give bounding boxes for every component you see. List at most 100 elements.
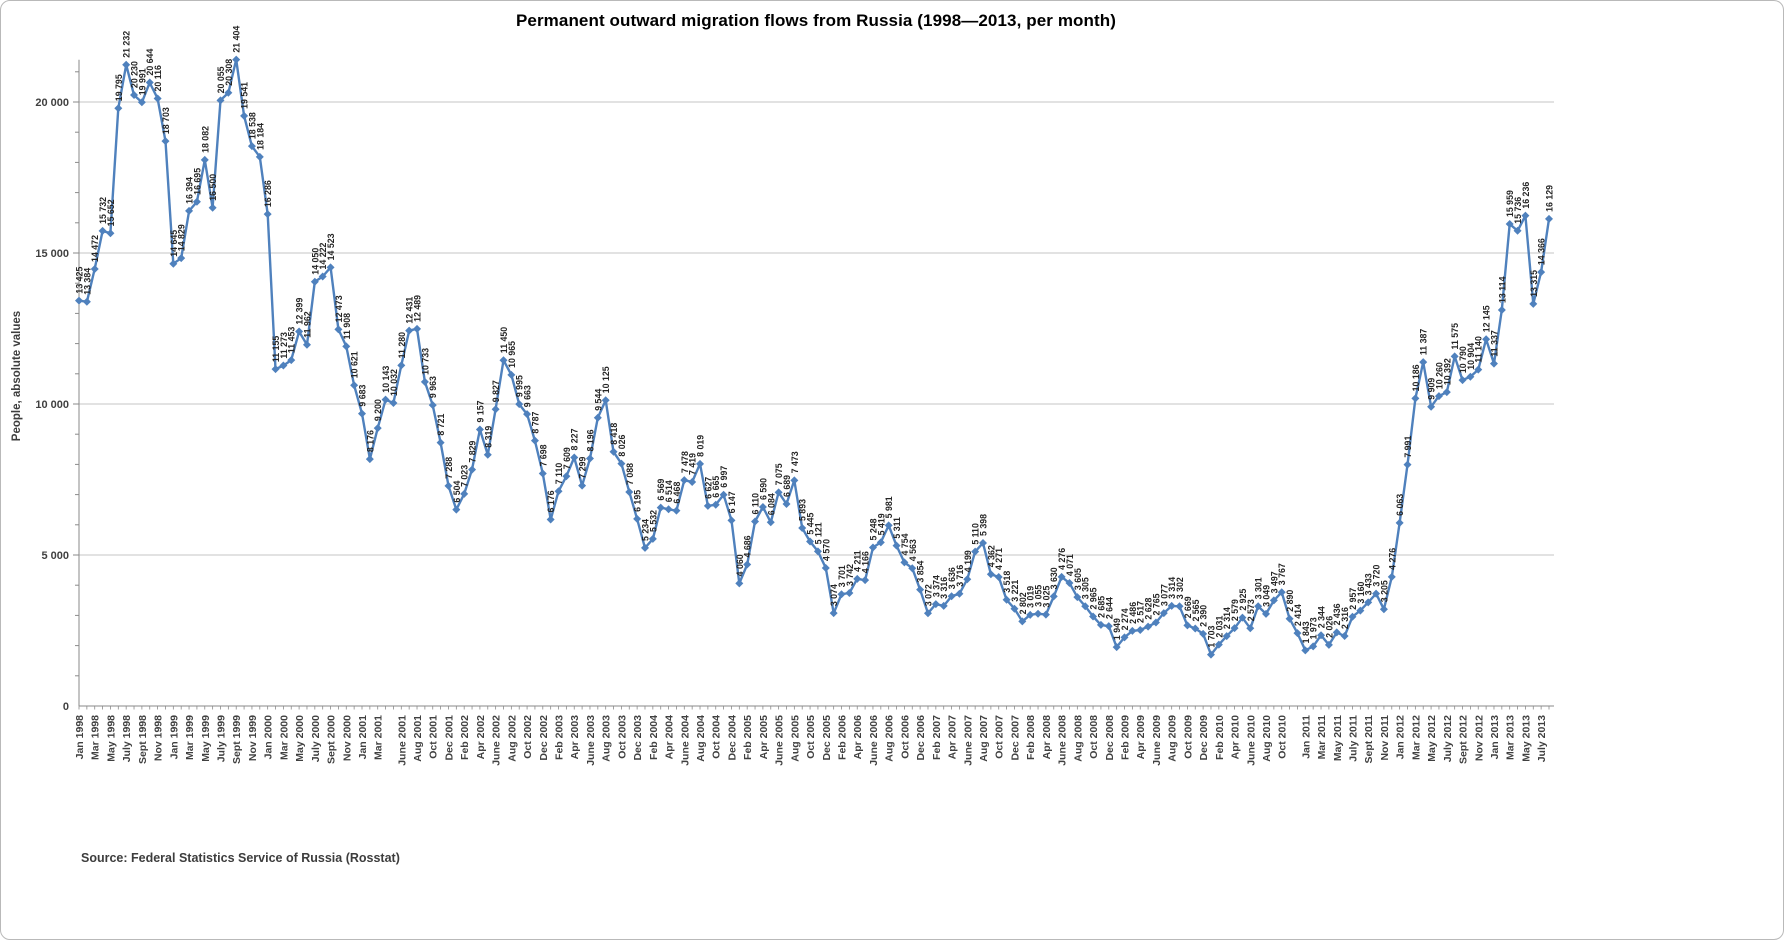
svg-text:15 732: 15 732 [98,197,108,224]
svg-text:2 644: 2 644 [1104,597,1114,619]
svg-text:Dec 2008: Dec 2008 [1104,715,1116,761]
svg-text:Aug 2006: Aug 2006 [884,715,896,762]
svg-text:Aug 2008: Aug 2008 [1072,715,1084,762]
svg-text:6 468: 6 468 [672,482,682,504]
svg-text:3 630: 3 630 [1049,567,1059,589]
svg-text:4 166: 4 166 [861,551,871,573]
svg-text:5 110: 5 110 [971,523,981,545]
svg-text:9 995: 9 995 [515,375,525,397]
svg-text:June 2003: June 2003 [585,715,597,766]
svg-text:Feb 2010: Feb 2010 [1214,715,1226,760]
svg-text:11 337: 11 337 [1489,330,1499,357]
svg-text:2 026: 2 026 [1324,616,1334,638]
svg-text:16 500: 16 500 [208,174,218,201]
svg-text:June 2009: June 2009 [1151,715,1163,766]
svg-text:May 2000: May 2000 [294,715,306,762]
svg-text:Oct 2005: Oct 2005 [805,715,817,759]
svg-text:2 925: 2 925 [1238,589,1248,611]
svg-text:Dec 2005: Dec 2005 [821,715,833,761]
svg-text:Dec 2002: Dec 2002 [538,715,550,761]
svg-text:Feb 2004: Feb 2004 [648,715,660,760]
svg-text:2 628: 2 628 [1144,598,1154,620]
svg-text:8 418: 8 418 [609,423,619,445]
svg-text:6 569: 6 569 [656,478,666,500]
svg-text:2 274: 2 274 [1120,608,1130,630]
svg-text:June 2005: June 2005 [774,715,786,766]
svg-text:2 579: 2 579 [1230,599,1240,621]
svg-text:Dec 2001: Dec 2001 [443,715,455,761]
svg-text:7 991: 7 991 [1403,436,1413,458]
svg-text:Oct 2010: Oct 2010 [1277,715,1289,759]
svg-text:18 703: 18 703 [161,107,171,134]
chart-title: Permanent outward migration flows from R… [515,11,1117,30]
svg-text:June 2008: June 2008 [1057,715,1069,766]
svg-text:2 344: 2 344 [1317,606,1327,628]
svg-text:2 669: 2 669 [1183,596,1193,618]
svg-text:10 260: 10 260 [1434,362,1444,389]
svg-text:Oct 2006: Oct 2006 [899,715,911,759]
svg-text:15 000: 15 000 [35,248,69,260]
svg-text:12 473: 12 473 [334,295,344,322]
svg-text:Apr 2010: Apr 2010 [1230,715,1242,760]
svg-text:4 276: 4 276 [1387,548,1397,570]
svg-text:7 299: 7 299 [578,456,588,478]
svg-text:2 965: 2 965 [1089,587,1099,609]
svg-text:Aug 2009: Aug 2009 [1167,715,1179,762]
svg-text:7 473: 7 473 [790,451,800,473]
svg-text:14 472: 14 472 [90,235,100,262]
svg-text:10 965: 10 965 [507,341,517,368]
svg-text:Dec 2009: Dec 2009 [1198,715,1210,761]
svg-text:2 890: 2 890 [1285,590,1295,612]
svg-text:4 199: 4 199 [963,550,973,572]
svg-text:3 049: 3 049 [1262,585,1272,607]
svg-text:12 399: 12 399 [295,298,305,325]
svg-text:9 683: 9 683 [357,384,367,406]
svg-text:Aug 2004: Aug 2004 [695,715,707,762]
gridlines [79,101,1554,556]
svg-text:10 790: 10 790 [1458,346,1468,373]
svg-text:2 957: 2 957 [1348,588,1358,610]
svg-text:Mar 1999: Mar 1999 [184,715,196,760]
svg-text:May 2013: May 2013 [1520,715,1532,762]
svg-text:10 000: 10 000 [35,399,69,411]
svg-text:3 074: 3 074 [829,584,839,606]
svg-text:3 072: 3 072 [923,584,933,606]
svg-text:3 077: 3 077 [1159,584,1169,606]
svg-text:Jan 1998: Jan 1998 [74,715,86,760]
svg-text:Aug 2010: Aug 2010 [1261,715,1273,762]
svg-text:10 392: 10 392 [1442,358,1452,385]
svg-text:9 963: 9 963 [428,376,438,398]
svg-text:2 414: 2 414 [1293,604,1303,626]
svg-text:10 125: 10 125 [601,366,611,393]
svg-text:Apr 2008: Apr 2008 [1041,715,1053,760]
svg-text:6 590: 6 590 [758,478,768,500]
svg-text:Mar 2012: Mar 2012 [1410,715,1422,760]
svg-text:9 200: 9 200 [373,399,383,421]
svg-text:14 523: 14 523 [326,233,336,260]
svg-text:Sept 2012: Sept 2012 [1458,715,1470,764]
svg-text:July 1999: July 1999 [215,715,227,762]
svg-text:10 733: 10 733 [420,348,430,375]
svg-text:3 742: 3 742 [845,564,855,586]
svg-text:5 893: 5 893 [798,499,808,521]
svg-text:14 366: 14 366 [1537,238,1547,265]
svg-text:3 605: 3 605 [1073,568,1083,590]
svg-text:10 143: 10 143 [381,366,391,393]
svg-text:4 211: 4 211 [853,550,863,572]
svg-text:16 129: 16 129 [1545,185,1555,212]
svg-text:Feb 2006: Feb 2006 [837,715,849,760]
svg-text:3 518: 3 518 [1002,571,1012,593]
svg-text:3 314: 3 314 [1167,577,1177,599]
svg-text:Apr 2002: Apr 2002 [475,715,487,760]
svg-text:2 573: 2 573 [1246,599,1256,621]
svg-text:8 227: 8 227 [570,428,580,450]
svg-text:July 1998: July 1998 [121,715,133,762]
svg-text:May 1999: May 1999 [200,715,212,762]
svg-text:5 398: 5 398 [979,514,989,536]
svg-text:3 025: 3 025 [1041,586,1051,608]
svg-text:3 221: 3 221 [1010,580,1020,602]
svg-text:Apr 2009: Apr 2009 [1135,715,1147,760]
svg-text:4 686: 4 686 [743,535,753,557]
svg-text:Sept 1999: Sept 1999 [231,715,243,764]
